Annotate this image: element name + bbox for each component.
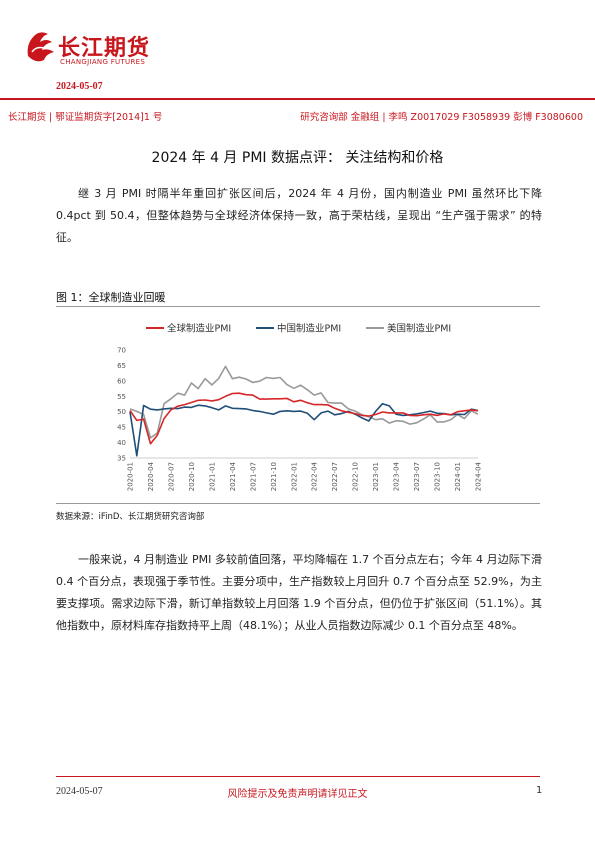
x-tick-label: 2022-10 <box>352 462 360 491</box>
x-tick-label: 2020-07 <box>167 462 175 491</box>
figure-title: 图 1：全球制造业回暖 <box>56 291 166 304</box>
company-logo-icon <box>27 32 54 62</box>
x-tick-label: 2023-04 <box>393 461 401 491</box>
x-tick-label: 2023-07 <box>413 462 421 491</box>
figure-top-rule <box>56 306 540 307</box>
legend-label: 中国制造业PMI <box>277 323 341 335</box>
x-tick-label: 2020-04 <box>147 461 155 491</box>
series-line <box>129 365 479 439</box>
x-tick-label: 2021-07 <box>249 462 257 491</box>
article-title: 2024 年 4 月 PMI 数据点评： 关注结构和价格 <box>151 150 444 166</box>
x-tick-label: 2023-01 <box>372 462 380 491</box>
author-info: 研究咨询部 金融组 | 李鸣 Z0017029 F3058939 彭博 F308… <box>300 112 583 123</box>
x-tick-label: 2024-01 <box>454 462 462 491</box>
y-tick-label: 35 <box>117 455 126 463</box>
series-line <box>129 392 479 445</box>
x-tick-label: 2022-01 <box>290 462 298 491</box>
x-tick-label: 2021-04 <box>229 461 237 491</box>
y-tick-label: 60 <box>117 377 126 385</box>
page-number: 1 <box>536 785 543 796</box>
header-divider <box>0 98 595 100</box>
x-tick-label: 2021-10 <box>270 462 278 491</box>
company-license: 长江期货 | 鄂证监期货字[2014]1 号 <box>8 112 163 123</box>
y-tick-label: 40 <box>117 439 126 447</box>
x-tick-label: 2023-10 <box>434 462 442 491</box>
x-tick-label: 2022-07 <box>331 462 339 491</box>
logo-subtext: CHANGJIANG FUTURES <box>60 58 146 66</box>
y-tick-label: 45 <box>117 424 126 432</box>
y-tick-label: 50 <box>117 408 126 416</box>
footer-divider <box>56 776 540 777</box>
x-tick-label: 2021-01 <box>208 462 216 491</box>
series-line <box>129 402 479 457</box>
legend-label: 美国制造业PMI <box>387 323 451 335</box>
disclaimer-link[interactable]: 风险提示及免责声明请详见正文 <box>227 789 368 800</box>
y-tick-label: 55 <box>117 393 126 401</box>
logo-text: 长江期货 <box>58 36 151 61</box>
paragraph-intro: 继 3 月 PMI 时隔半年重回扩张区间后，2024 年 4 月份，国内制造业 … <box>56 187 542 244</box>
figure-source: 数据来源：iFinD、长江期货研究咨询部 <box>56 512 205 522</box>
x-tick-label: 2020-10 <box>188 462 196 491</box>
x-tick-label: 2024-04 <box>475 461 483 491</box>
figure-bottom-rule <box>56 503 540 504</box>
y-tick-label: 65 <box>117 362 126 370</box>
x-tick-label: 2020-01 <box>127 462 135 491</box>
y-tick-label: 70 <box>117 347 126 355</box>
x-tick-label: 2022-04 <box>311 461 319 491</box>
footer-date: 2024-05-07 <box>56 786 103 797</box>
header-date: 2024-05-07 <box>56 81 103 92</box>
legend-label: 全球制造业PMI <box>167 323 231 335</box>
paragraph-analysis: 一般来说，4 月制造业 PMI 多较前值回落，平均降幅在 1.7 个百分点左右；… <box>56 553 542 632</box>
pmi-line-chart: 35 40 45 50 55 60 65 70 2020-01 2020-04 2020-07 202… <box>117 323 483 492</box>
